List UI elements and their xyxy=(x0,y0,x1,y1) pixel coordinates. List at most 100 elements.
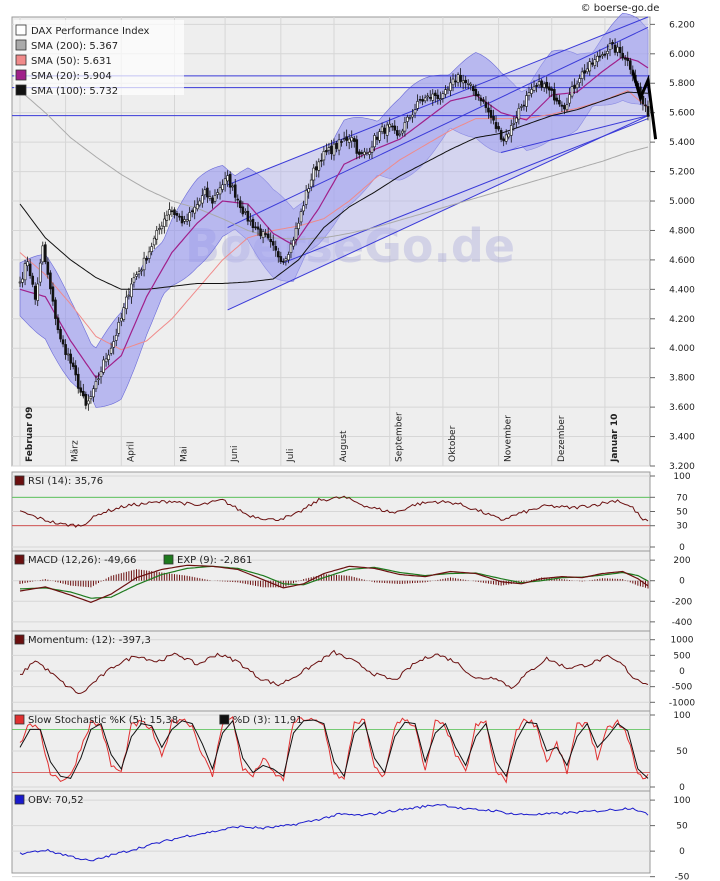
candle-body xyxy=(97,378,100,381)
candle-body xyxy=(180,216,184,224)
obv-panel xyxy=(11,790,651,874)
candle-body xyxy=(56,317,60,331)
candle-body xyxy=(471,86,475,92)
candle-body xyxy=(84,394,88,406)
candle-body xyxy=(239,200,242,209)
candle-body xyxy=(289,243,293,253)
rsi-axis-tick-label: 0 xyxy=(679,543,685,553)
price-axis-tick-label: 6.200 xyxy=(669,20,695,30)
candle-body xyxy=(117,321,121,334)
candle-body xyxy=(373,135,376,148)
candle-body xyxy=(413,109,417,114)
candle-body xyxy=(206,187,209,198)
candle-body xyxy=(507,133,511,138)
rsi-axis-tick-label: 50 xyxy=(676,508,688,518)
stochastic-legend-entry: %D (3): 11,91 xyxy=(233,715,303,726)
candle-body xyxy=(69,353,72,364)
candle-body xyxy=(537,81,541,86)
candle-body xyxy=(317,161,321,171)
macd-axis-tick-label: -200 xyxy=(672,597,693,607)
candle-body xyxy=(145,258,148,261)
support-line xyxy=(283,118,649,264)
price-axis-tick-label: 5.800 xyxy=(669,79,695,89)
candle-body xyxy=(309,179,313,188)
candle-body xyxy=(494,122,498,129)
candle-body xyxy=(616,46,619,53)
price-axis-tick-label: 5.000 xyxy=(669,197,695,207)
stochastic-legend-swatch xyxy=(219,714,230,725)
stochastic-d-line xyxy=(19,719,649,779)
candle-body xyxy=(155,230,159,240)
price-legend-entry: SMA (100): 5.732 xyxy=(31,86,118,97)
momentum-axis-tick-label: 500 xyxy=(673,651,690,661)
candle-body xyxy=(621,52,624,59)
candle-body xyxy=(487,107,490,113)
candle-body xyxy=(226,175,229,182)
candle-body xyxy=(256,226,260,230)
candle-body xyxy=(21,278,24,283)
candle-body xyxy=(87,400,90,405)
rsi-line xyxy=(19,495,649,528)
month-label: Juli xyxy=(286,449,296,463)
candle-body xyxy=(380,126,384,133)
price-axis-tick-label: 4.800 xyxy=(669,226,695,236)
candle-body xyxy=(345,136,348,141)
candle-body xyxy=(358,151,361,155)
month-label: Juni xyxy=(230,445,240,463)
candle-body xyxy=(221,184,224,190)
candle-body xyxy=(302,205,305,212)
candle-body xyxy=(66,353,70,356)
candle-body xyxy=(337,139,341,151)
price-axis-tick-label: 3.400 xyxy=(669,433,695,443)
candle-body xyxy=(585,68,589,73)
candle-body xyxy=(36,283,40,301)
candle-body xyxy=(231,185,235,188)
candle-body xyxy=(287,254,290,261)
candle-body xyxy=(383,127,386,134)
momentum-legend-entry: Momentum: (12): -397,3 xyxy=(28,635,151,646)
candle-body xyxy=(502,138,505,142)
candle-body xyxy=(23,263,27,281)
candle-body xyxy=(18,281,22,284)
stochastic-axis-tick-label: 50 xyxy=(676,747,688,757)
rsi-legend-swatch xyxy=(14,475,25,486)
candle-body xyxy=(575,83,579,89)
candle-body xyxy=(580,71,584,79)
candle-body xyxy=(261,231,265,238)
candle-body xyxy=(492,115,495,121)
price-legend-swatch xyxy=(15,69,27,81)
price-legend-swatch xyxy=(15,39,27,51)
candle-body xyxy=(61,339,65,345)
candle-body xyxy=(378,131,381,141)
candle-body xyxy=(236,198,240,201)
candle-body xyxy=(454,80,457,83)
candle-body xyxy=(578,78,581,83)
macd-legend-swatch xyxy=(163,554,174,565)
candle-body xyxy=(297,222,300,230)
candle-body xyxy=(464,79,467,84)
candle-body xyxy=(436,94,440,99)
month-label: Januar 10 xyxy=(610,414,620,463)
candle-body xyxy=(401,130,404,134)
momentum-line xyxy=(20,649,649,695)
candle-body xyxy=(560,104,564,107)
candle-body xyxy=(393,125,397,131)
candle-body xyxy=(550,88,554,91)
candle-body xyxy=(122,307,126,320)
candle-body xyxy=(89,396,93,400)
candle-body xyxy=(233,184,237,198)
candle-body xyxy=(522,104,526,107)
candle-body xyxy=(484,101,488,108)
candle-body xyxy=(540,80,543,88)
candle-body xyxy=(375,136,379,140)
candle-body xyxy=(185,219,189,222)
candle-body xyxy=(304,189,308,205)
candle-body xyxy=(79,387,83,393)
candle-body xyxy=(170,210,174,213)
candle-body xyxy=(127,294,131,297)
momentum-axis-tick-label: 0 xyxy=(679,667,685,677)
candle-body xyxy=(216,192,219,195)
candle-body xyxy=(130,283,133,298)
candle-body xyxy=(527,92,531,97)
candle-body xyxy=(363,151,366,155)
